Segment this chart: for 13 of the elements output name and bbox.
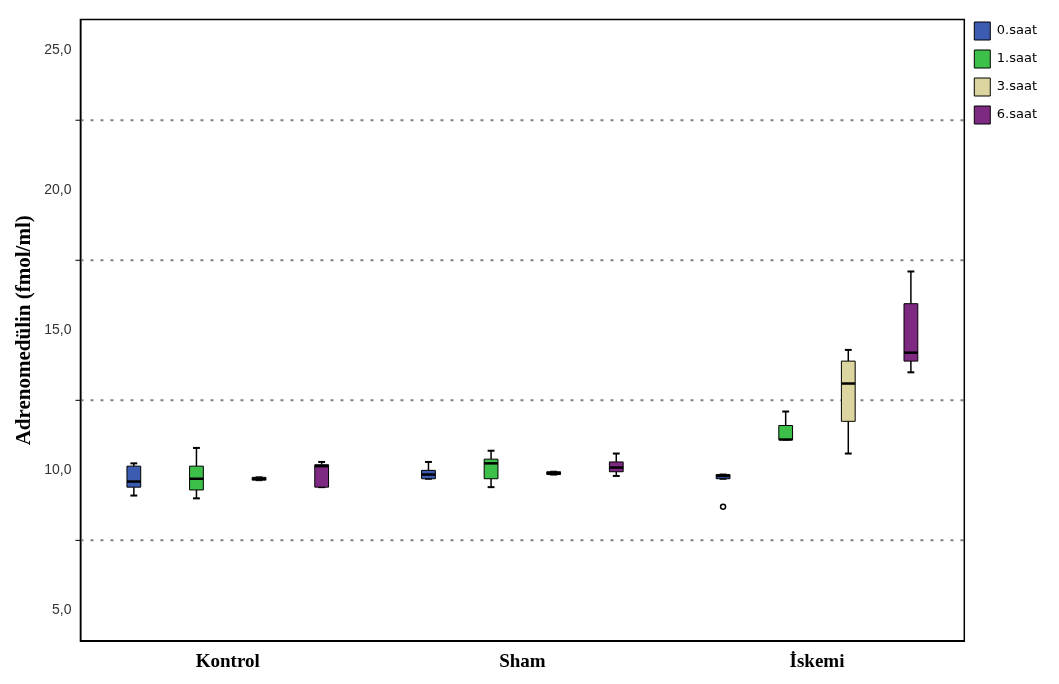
y-tick-label: 20,0 bbox=[44, 181, 72, 198]
y-tick-label: 25,0 bbox=[44, 41, 72, 58]
y-tick-label: 5,0 bbox=[51, 601, 72, 618]
legend-label: 3.saat bbox=[996, 78, 1038, 94]
legend-label: 6.saat bbox=[996, 106, 1038, 122]
y-axis-title: Adrenomedülin (fmol/ml) bbox=[11, 215, 36, 446]
y-tick-label: 15,0 bbox=[44, 321, 72, 338]
legend-label: 0.saat bbox=[996, 22, 1038, 38]
legend-label: 1.saat bbox=[996, 50, 1038, 66]
x-tick-label: Kontrol bbox=[195, 649, 260, 671]
x-tick-label: Sham bbox=[499, 649, 546, 671]
y-tick-label: 10,0 bbox=[44, 461, 72, 478]
x-tick-label: İskemi bbox=[789, 649, 845, 671]
